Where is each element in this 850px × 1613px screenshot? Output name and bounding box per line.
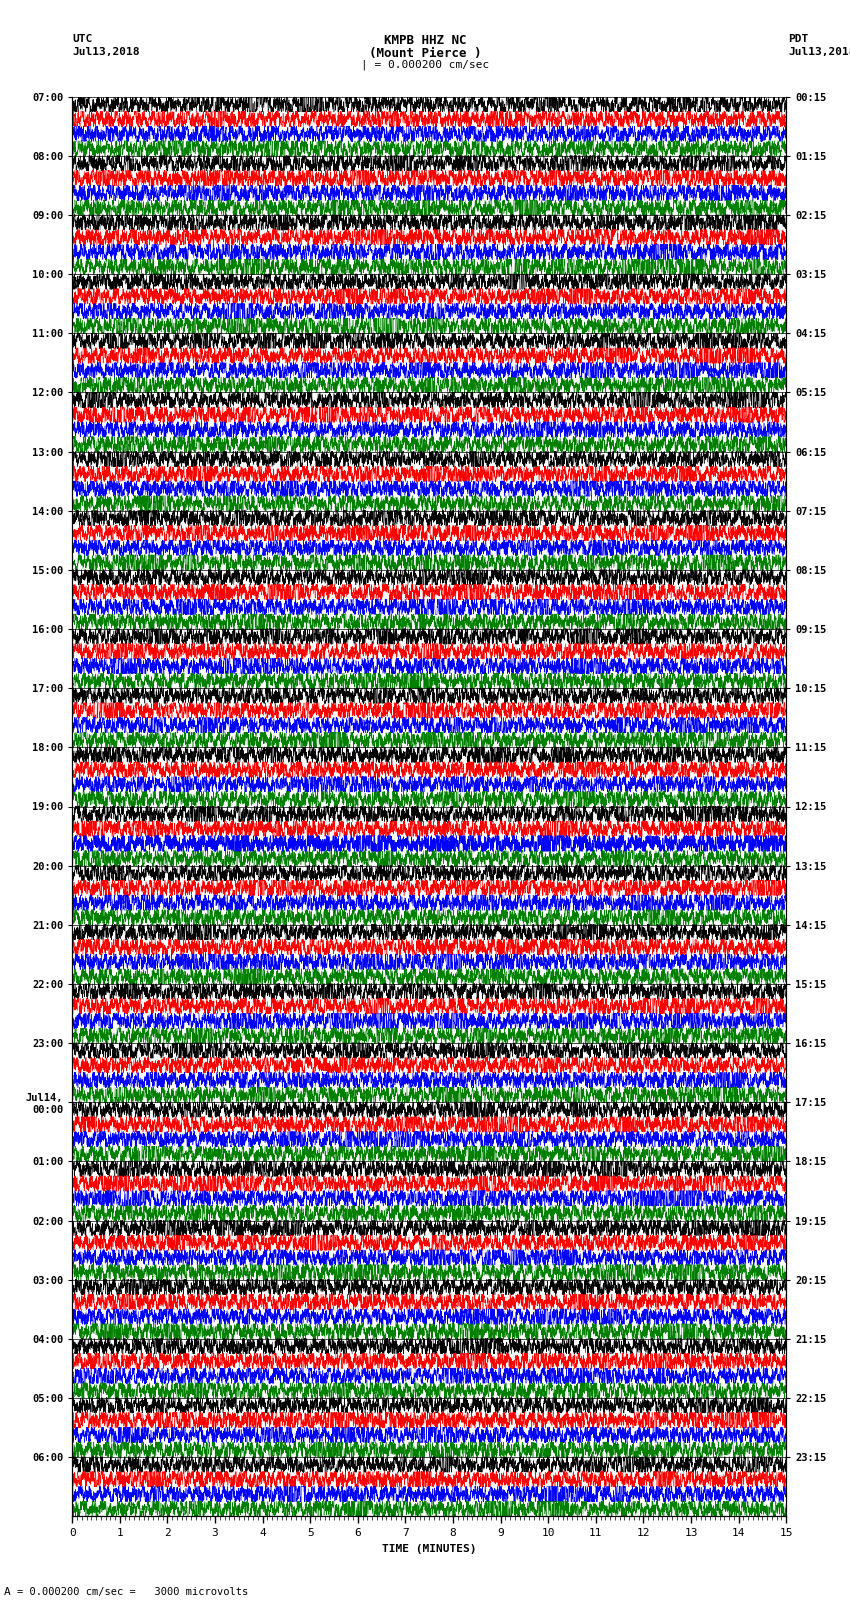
Text: UTC: UTC	[72, 34, 93, 44]
Text: Jul13,2018: Jul13,2018	[788, 47, 850, 56]
Text: (Mount Pierce ): (Mount Pierce )	[369, 47, 481, 60]
Text: A: A	[4, 1587, 11, 1597]
Text: Jul13,2018: Jul13,2018	[72, 47, 139, 56]
Text: KMPB HHZ NC: KMPB HHZ NC	[383, 34, 467, 47]
Text: = 0.000200 cm/sec =   3000 microvolts: = 0.000200 cm/sec = 3000 microvolts	[17, 1587, 248, 1597]
Text: | = 0.000200 cm/sec: | = 0.000200 cm/sec	[361, 60, 489, 71]
X-axis label: TIME (MINUTES): TIME (MINUTES)	[382, 1544, 477, 1553]
Text: PDT: PDT	[788, 34, 808, 44]
